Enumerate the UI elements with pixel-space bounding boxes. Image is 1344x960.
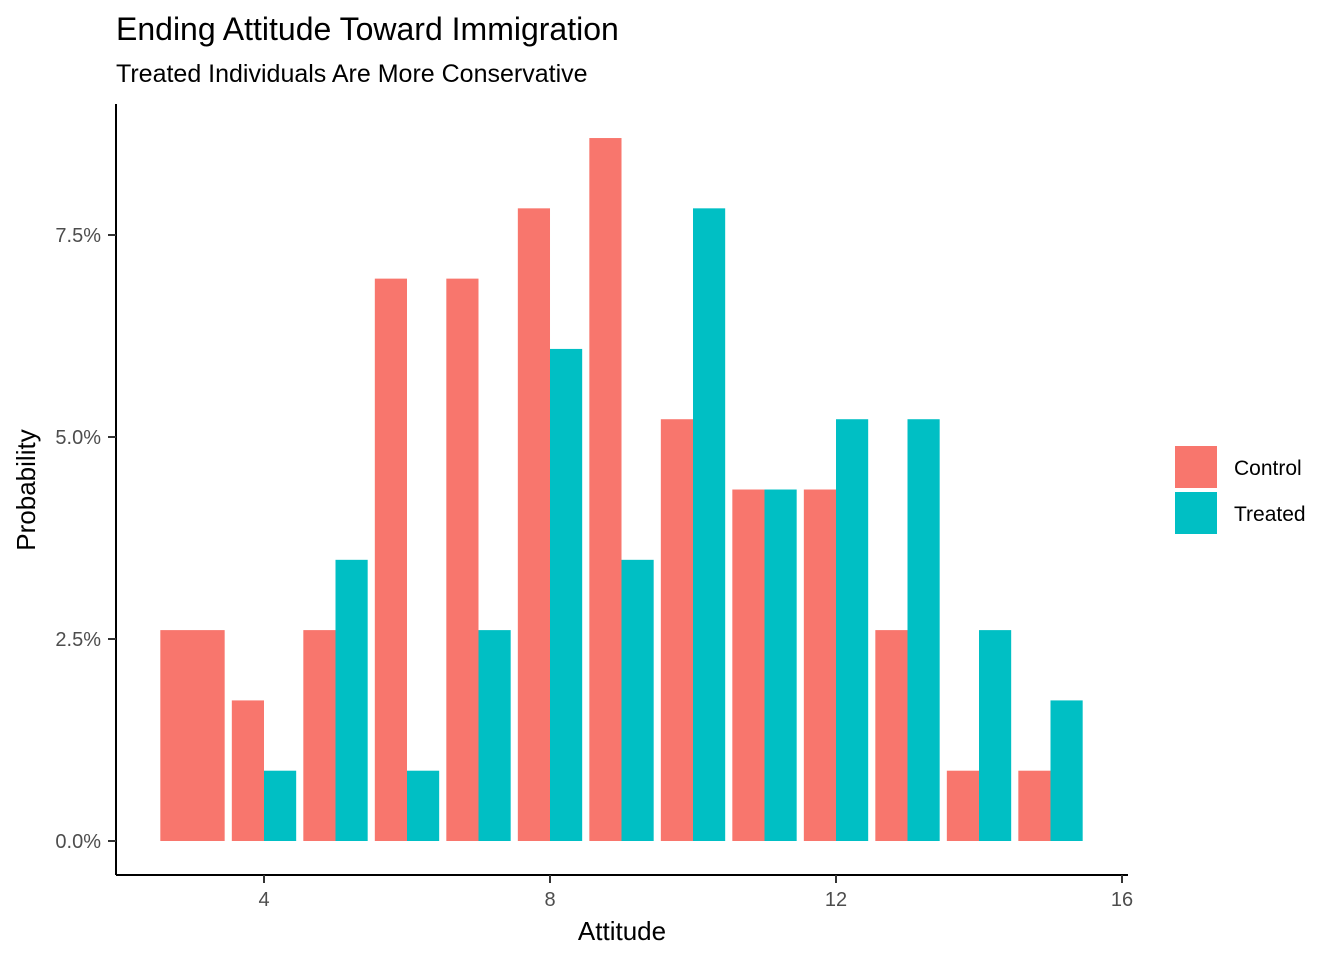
bar-treated-8: [550, 348, 583, 841]
legend-label-treated: Treated: [1234, 503, 1306, 526]
x-tick-label: 12: [825, 889, 847, 911]
bar-control-11: [732, 489, 765, 841]
bar-control-13: [875, 630, 908, 841]
bar-treated-11: [764, 489, 797, 841]
y-tick-label: 2.5%: [55, 629, 101, 651]
legend: Control Treated: [1175, 446, 1306, 534]
y-axis-title: Probability: [11, 429, 41, 550]
bar-treated-14: [979, 630, 1012, 841]
bar-control-9: [589, 138, 622, 842]
bar-control-8: [517, 208, 551, 842]
chart-subtitle: Treated Individuals Are More Conservativ…: [116, 60, 588, 88]
legend-key-treated: [1175, 492, 1217, 534]
bar-treated-15: [1050, 700, 1083, 841]
x-tick-label: 16: [1111, 889, 1133, 911]
y-tick-label: 7.5%: [55, 225, 101, 247]
y-axis-ticks: 0.0% 2.5% 5.0% 7.5%: [55, 225, 116, 853]
legend-key-control: [1175, 446, 1217, 488]
bar-treated-5: [335, 559, 368, 841]
bar-control-4: [231, 700, 264, 841]
x-tick-label: 4: [258, 889, 269, 911]
chart-title: Ending Attitude Toward Immigration: [116, 11, 619, 47]
x-axis-title: Attitude: [578, 916, 666, 946]
bar-control-6: [374, 278, 407, 841]
bar-treated-6: [407, 770, 440, 841]
bars-layer: [160, 138, 1083, 842]
bar-treated-12: [836, 419, 869, 841]
bar-treated-9: [621, 559, 654, 841]
x-tick-label: 8: [544, 889, 555, 911]
bar-control-12: [803, 489, 837, 841]
bar-control-7: [446, 278, 479, 841]
bar-control-3: [160, 630, 225, 841]
x-axis-ticks: 4 8 12 16: [258, 875, 1133, 911]
y-tick-label: 5.0%: [55, 427, 101, 449]
y-tick-label: 0.0%: [55, 831, 101, 853]
bar-treated-7: [478, 630, 511, 841]
bar-control-15: [1018, 770, 1051, 841]
legend-label-control: Control: [1234, 457, 1302, 480]
bar-treated-13: [907, 419, 940, 841]
bar-treated-10: [693, 208, 726, 842]
bar-control-5: [303, 630, 336, 841]
bar-control-10: [660, 419, 694, 841]
bar-treated-4: [264, 770, 297, 841]
bar-control-14: [946, 770, 980, 841]
